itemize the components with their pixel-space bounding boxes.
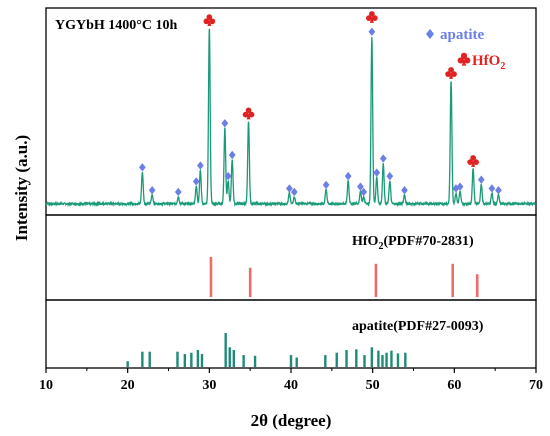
x-tick-label: 10 — [39, 378, 53, 393]
diamond-icon — [426, 29, 434, 39]
apatite-marker — [373, 168, 381, 177]
hfo2-marker — [203, 14, 216, 27]
apatite-marker — [224, 171, 232, 181]
apatite-marker — [286, 184, 293, 193]
hfo2-marker — [467, 155, 479, 167]
apatite-marker — [401, 186, 408, 195]
hfo2-ref-text: HfO — [352, 234, 379, 249]
x-tick-label: 30 — [202, 378, 216, 393]
hfo2-reference-lines — [209, 257, 479, 297]
apatite-marker — [379, 154, 387, 163]
xrd-pattern-line — [45, 28, 537, 208]
apatite-marker — [360, 187, 368, 197]
apatite-marker — [174, 187, 182, 197]
legend-hfo2-subscript: 2 — [500, 61, 505, 72]
apatite-marker — [196, 161, 204, 170]
x-tick-label: 50 — [366, 378, 380, 393]
x-tick-label: 70 — [529, 378, 543, 393]
legend-diamond-shape — [426, 29, 434, 39]
apatite-marker — [386, 171, 394, 181]
apatite-marker — [368, 27, 376, 36]
apatite-marker — [322, 180, 330, 190]
legend-hfo2-label: HfO2 — [472, 53, 505, 72]
x-tick-label: 60 — [447, 378, 461, 393]
x-tick-label: 40 — [284, 378, 298, 393]
apatite-marker — [192, 177, 200, 186]
hfo2-marker — [242, 107, 255, 120]
legend-hfo2-text: HfO — [472, 53, 500, 69]
legend: apatite HfO2 — [426, 27, 505, 72]
hfo2-marker — [366, 11, 378, 23]
apatite-marker — [228, 150, 236, 160]
legend-club-shape — [457, 52, 471, 66]
club-icon — [457, 52, 471, 66]
apatite-marker — [456, 182, 464, 191]
hfo2-reference-label: HfO2(PDF#70-2831) — [352, 234, 474, 252]
sample-title: YGYbH 1400°C 10h — [55, 18, 177, 33]
apatite-reference-label: apatite(PDF#27-0093) — [352, 319, 484, 334]
apatite-marker — [495, 186, 502, 195]
apatite-marker — [344, 171, 352, 181]
apatite-reference-lines — [126, 333, 407, 367]
apatite-marker — [290, 187, 298, 197]
apatite-marker — [357, 182, 364, 191]
hfo2-ref-pdf: (PDF#70-2831) — [383, 234, 474, 249]
apatite-marker — [139, 163, 146, 172]
phase-markers — [139, 11, 502, 197]
x-tick-label: 20 — [121, 378, 135, 393]
apatite-marker — [477, 175, 485, 184]
apatite-marker — [221, 119, 229, 128]
legend-apatite-label: apatite — [440, 27, 485, 43]
hfo2-ref-subscript: 2 — [378, 241, 383, 252]
x-axis-ticks: 10 20 30 40 50 60 70 — [39, 368, 543, 393]
apatite-marker — [148, 186, 156, 195]
x-axis-label: 2θ (degree) — [251, 411, 332, 430]
apatite-marker — [488, 184, 496, 193]
hfo2-marker — [445, 67, 457, 79]
y-axis-label: Intensity (a.u.) — [12, 135, 31, 241]
